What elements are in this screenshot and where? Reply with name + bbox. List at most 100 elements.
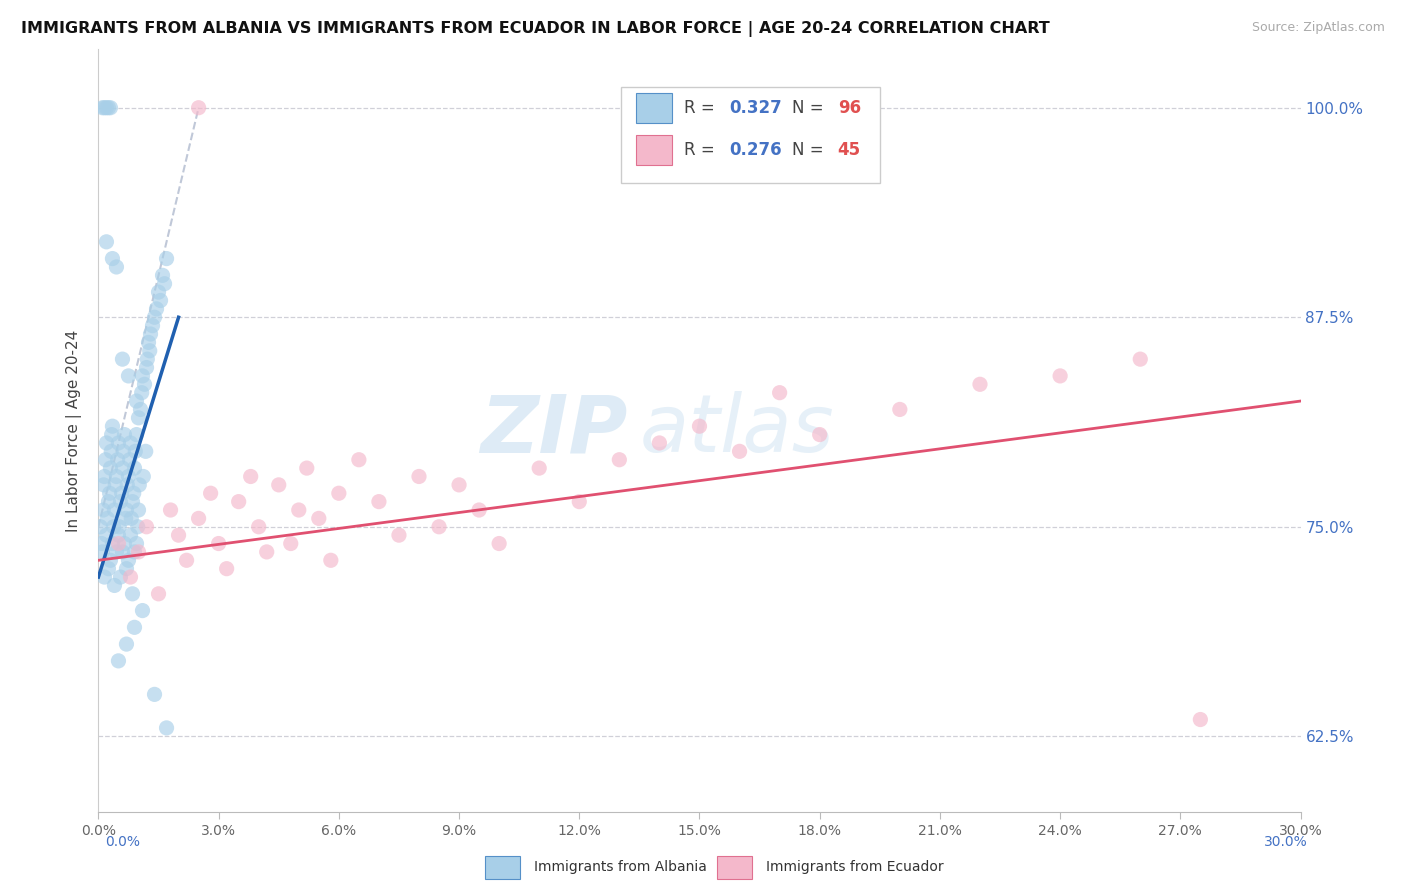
Point [155, 721, 177, 735]
Point [1049, 368, 1071, 383]
FancyBboxPatch shape [621, 87, 880, 183]
Point [208, 536, 231, 550]
Point [121, 494, 143, 508]
Point [96, 436, 118, 450]
Point [101, 536, 124, 550]
Point [295, 461, 318, 475]
Point [91, 503, 114, 517]
Point [187, 101, 209, 115]
Point [120, 528, 142, 542]
Point [135, 444, 157, 458]
Point [100, 101, 122, 115]
Text: 0.0%: 0.0% [105, 835, 141, 848]
Point [529, 461, 551, 475]
Point [117, 469, 139, 483]
Text: R =: R = [683, 141, 720, 159]
Point [187, 511, 209, 525]
Point [121, 587, 143, 601]
Point [111, 461, 134, 475]
Point [1189, 713, 1212, 727]
Point [89, 520, 111, 534]
Point [120, 511, 142, 525]
Point [91, 545, 114, 559]
Point [138, 335, 160, 350]
Point [143, 310, 166, 325]
Point [408, 469, 430, 483]
Point [139, 326, 162, 341]
Point [100, 553, 122, 567]
Point [308, 511, 330, 525]
Text: 30.0%: 30.0% [1264, 835, 1308, 848]
Point [107, 528, 129, 542]
Point [117, 368, 139, 383]
Point [153, 277, 176, 291]
Point [111, 486, 134, 500]
Point [127, 520, 149, 534]
Y-axis label: In Labor Force | Age 20-24: In Labor Force | Age 20-24 [66, 329, 83, 532]
Point [96, 511, 118, 525]
Point [129, 402, 152, 417]
Point [728, 444, 751, 458]
Point [328, 486, 350, 500]
Point [131, 368, 153, 383]
Point [149, 293, 172, 308]
Point [128, 545, 150, 559]
Point [131, 604, 153, 618]
Point [267, 478, 290, 492]
Point [105, 469, 128, 483]
Text: N =: N = [792, 99, 830, 117]
Point [117, 553, 139, 567]
Point [143, 687, 166, 701]
Point [93, 469, 115, 483]
Point [135, 360, 157, 375]
Point [120, 570, 142, 584]
Point [94, 452, 117, 467]
Point [97, 101, 120, 115]
Point [118, 452, 141, 467]
Point [103, 578, 125, 592]
Point [808, 427, 831, 442]
Point [124, 461, 146, 475]
Point [93, 478, 115, 492]
Point [107, 654, 129, 668]
Point [115, 562, 138, 576]
Point [447, 478, 470, 492]
Point [124, 545, 146, 559]
Point [159, 503, 181, 517]
Point [609, 452, 631, 467]
Point [124, 444, 146, 458]
Point [128, 410, 150, 425]
Point [101, 419, 124, 434]
Point [93, 570, 115, 584]
Point [96, 101, 118, 115]
Point [319, 553, 342, 567]
Text: 0.327: 0.327 [730, 99, 782, 117]
Point [167, 528, 190, 542]
Point [347, 452, 370, 467]
Point [111, 352, 134, 367]
Point [117, 478, 139, 492]
Point [107, 452, 129, 467]
Point [688, 419, 710, 434]
Point [969, 377, 991, 392]
Point [138, 343, 160, 358]
Point [105, 545, 128, 559]
Point [98, 486, 121, 500]
Point [107, 436, 129, 450]
Point [124, 620, 146, 634]
Point [114, 511, 136, 525]
Point [101, 252, 124, 266]
Point [247, 520, 270, 534]
Point [256, 545, 278, 559]
Point [93, 101, 115, 115]
Point [488, 536, 510, 550]
Point [568, 494, 591, 508]
Point [128, 478, 150, 492]
Point [114, 536, 136, 550]
Point [200, 486, 222, 500]
Point [120, 436, 142, 450]
Point [103, 503, 125, 517]
Point [114, 427, 136, 442]
Point [90, 536, 112, 550]
Text: Immigrants from Ecuador: Immigrants from Ecuador [766, 860, 943, 874]
